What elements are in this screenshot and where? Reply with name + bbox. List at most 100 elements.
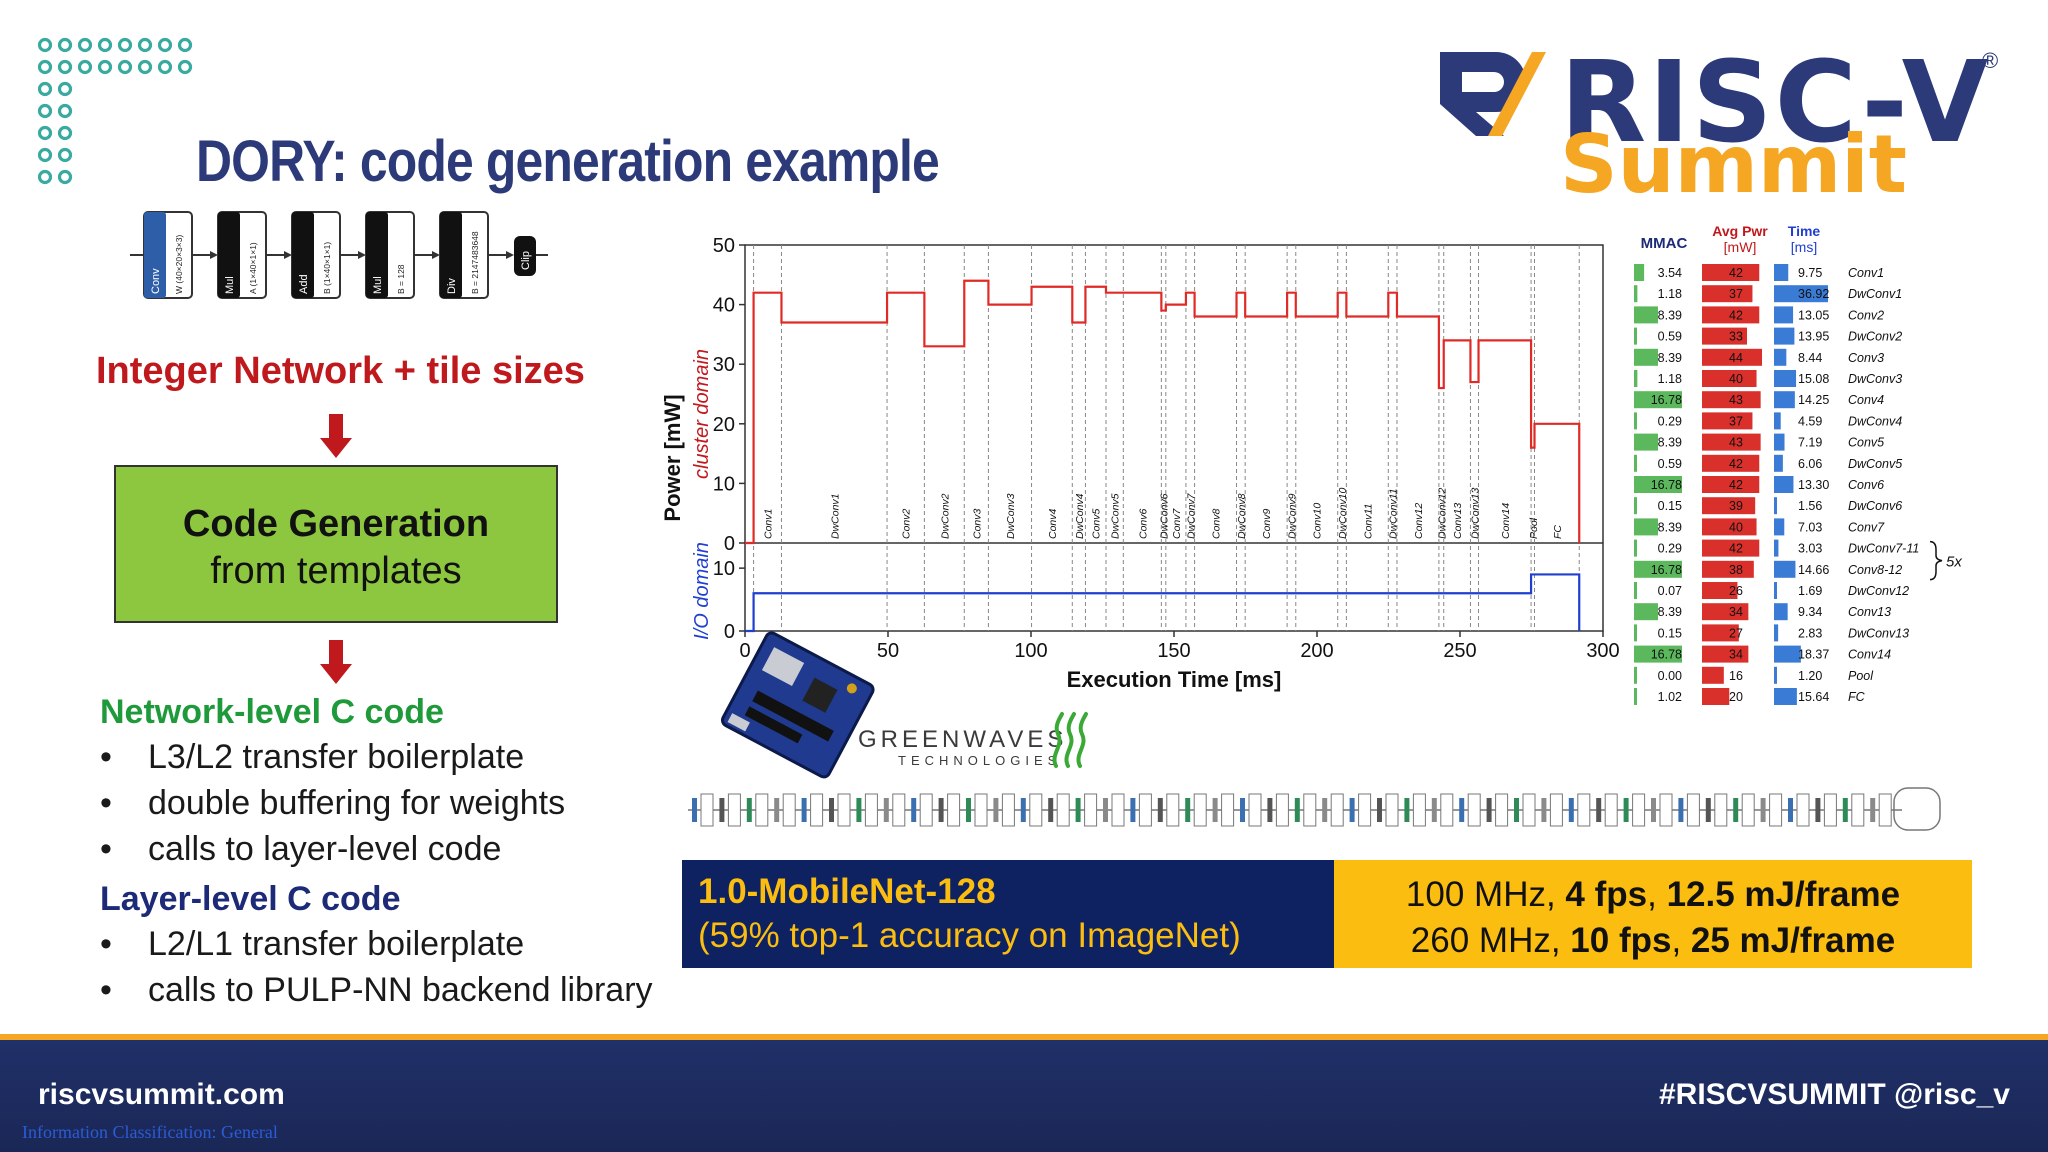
power-bar [1702,306,1760,324]
pipeline-arrowhead [358,251,366,259]
layer-label: Conv5 [1091,508,1103,539]
power-value: 42 [1729,457,1743,471]
pipeline-op-bar [218,212,240,298]
time-value: 36.92 [1798,287,1829,301]
time-bar [1774,603,1788,621]
power-bar [1702,582,1738,599]
mmac-bar [1634,518,1658,536]
bullet-item: • calls to layer-level code [100,830,502,868]
mmac-bar [1634,306,1658,324]
strip-block [727,793,741,827]
strip-node [1815,798,1821,822]
power-value: 33 [1729,330,1743,344]
power-bar [1702,603,1749,621]
footer-accent-line [0,1034,2048,1040]
strip-block [1522,793,1536,827]
time-value: 8.44 [1798,351,1822,365]
model-accuracy: (59% top-1 accuracy on ImageNet) [698,916,1241,955]
pipeline-arrowhead [284,251,292,259]
strip-block [1029,793,1043,827]
strip-block [1248,793,1262,827]
strip-node [1842,798,1848,822]
time-bar [1774,666,1777,684]
power-value: 34 [1729,605,1743,619]
mmac-bar [1634,645,1682,663]
strip-block [1193,793,1207,827]
strip-block [1001,793,1015,827]
time-value: 4.59 [1798,414,1822,428]
layer-label: Conv11 [1362,504,1374,539]
strip-node [1623,798,1629,822]
layer-name: Conv14 [1848,648,1891,662]
layer-label: Pool [1528,517,1540,539]
time-bar [1774,645,1801,663]
layer-label: Conv13 [1452,503,1464,539]
layer-label: Conv2 [901,508,913,539]
mmac-bar [1634,433,1658,451]
power-bar [1702,688,1730,705]
power-bar [1702,327,1747,345]
strip-node [1486,798,1492,822]
mmac-value: 0.59 [1658,330,1682,344]
layer-label: Conv3 [971,508,983,539]
strip-block [1878,793,1892,827]
y-tick-label: 10 [713,473,735,495]
layer-label: DwConv12 [1436,487,1448,539]
mmac-value: 0.59 [1658,457,1682,471]
strip-node [1240,798,1245,822]
strip-block [1138,793,1152,827]
strip-block [782,793,796,827]
strip-node [692,798,697,822]
layer-label: DwConv8 [1236,493,1248,539]
time-value: 14.25 [1798,393,1829,407]
mmac-value: 0.15 [1658,626,1682,640]
down-arrow-icon [320,414,352,458]
strip-node [1075,798,1081,822]
layer-stats-table: MMAC Avg Pwr[mW] Time[ms] 3.54 42 9.75 Conv1 1.… [1634,223,1962,705]
mmac-bar [1634,370,1638,387]
time-bar [1774,348,1787,366]
strip-node [1322,798,1328,822]
strip-node [1733,798,1739,822]
layer-label: DwConv3 [1005,493,1017,539]
layer-name: DwConv3 [1848,372,1902,386]
bullet-item: • L3/L2 transfer boilerplate [100,738,525,776]
bullet-item: • L2/L1 transfer boilerplate [100,925,525,963]
greenwaves-logo-subtext: TECHNOLOGIES [898,753,1062,768]
strip-node [1760,798,1766,822]
strip-node [1705,798,1711,822]
repeat-brace [1929,540,1943,581]
layer-label: DwConv2 [939,493,951,539]
layer-label: Conv7 [1171,507,1183,539]
pipeline-op-bar [292,212,314,298]
strip-node [1568,798,1574,822]
strip-block [1166,793,1180,827]
y-tick-label: 20 [713,414,735,436]
summit-wordmark: Summit [1560,118,1907,211]
power-bar [1702,560,1754,578]
power-value: 42 [1729,478,1743,492]
strip-node [966,798,971,822]
footer-website: riscvsummit.com [38,1078,285,1111]
power-bar [1702,666,1724,684]
time-value: 3.03 [1798,542,1822,556]
mmac-value: 3.54 [1658,266,1682,280]
layer-name: DwConv6 [1848,499,1902,513]
mmac-value: 8.39 [1658,351,1682,365]
model-name: 1.0-MobileNet-128 [698,872,996,911]
x-tick-label: 200 [1300,640,1333,662]
integer-network-pipeline: Conv W (40×20×3×3) Mul A (1×40×1×1) Add B (1×… [130,211,548,299]
power-unit: [mW] [1724,239,1757,255]
time-value: 7.19 [1798,436,1822,450]
strip-node [801,798,807,822]
time-bar [1774,518,1785,536]
power-bar [1702,264,1760,281]
strip-node [1870,798,1876,822]
mmac-bar [1634,497,1637,515]
greenwaves-logo-text: GREENWAVES [858,726,1068,753]
code-generation-subtitle: from templates [210,550,462,592]
strip-node [1459,798,1465,822]
strip-block [1686,793,1700,827]
cluster-domain-label: cluster domain [691,349,713,479]
perf-line-100mhz: 100 MHz, 4 fps, 12.5 mJ/frame [1405,875,1901,914]
